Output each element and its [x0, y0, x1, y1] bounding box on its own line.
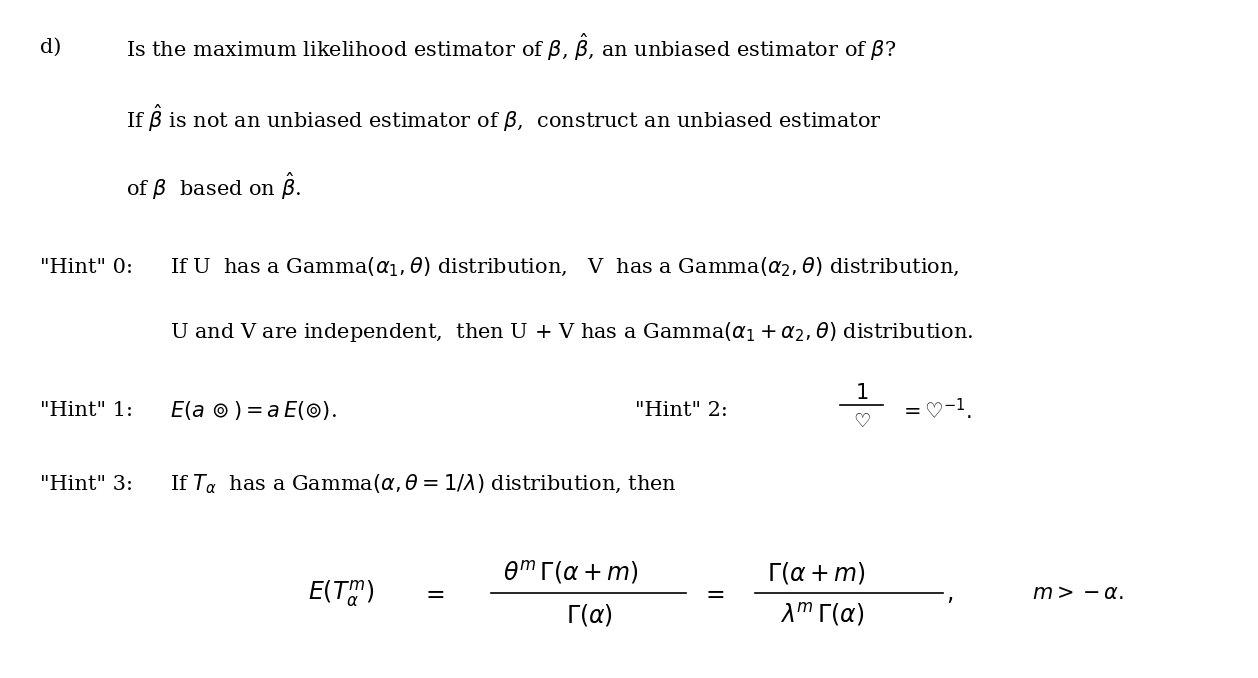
Text: $= \heartsuit^{-1}.$: $= \heartsuit^{-1}.$: [899, 397, 972, 423]
Text: d): d): [40, 38, 62, 57]
Text: "Hint" 3:: "Hint" 3:: [40, 475, 133, 494]
Text: $E(T_{\alpha}^{m})$: $E(T_{\alpha}^{m})$: [308, 578, 375, 609]
Text: U and V are independent,  then U + V has a Gamma$(\alpha_1 + \alpha_2, \theta)$ : U and V are independent, then U + V has …: [170, 320, 974, 344]
Text: "Hint" 0:: "Hint" 0:: [40, 258, 133, 277]
Text: If $\hat{\beta}$ is not an unbiased estimator of $\beta$,  construct an unbiased: If $\hat{\beta}$ is not an unbiased esti…: [126, 103, 882, 134]
Text: Is the maximum likelihood estimator of $\beta$, $\hat{\beta}$, an unbiased estim: Is the maximum likelihood estimator of $…: [126, 32, 896, 63]
Text: $E(a\,\circledcirc) = a\,E(\circledcirc)$.: $E(a\,\circledcirc) = a\,E(\circledcirc)…: [170, 399, 337, 422]
Text: $=$: $=$: [701, 582, 725, 605]
Text: $\Gamma(\alpha)$: $\Gamma(\alpha)$: [566, 602, 613, 628]
Text: $m > -\alpha.$: $m > -\alpha.$: [1032, 584, 1123, 603]
Text: $\theta^m \, \Gamma(\alpha+m)$: $\theta^m \, \Gamma(\alpha+m)$: [503, 559, 639, 586]
Text: "Hint" 2:: "Hint" 2:: [635, 401, 728, 420]
Text: If U  has a Gamma$(\alpha_1, \theta)$ distribution,   V  has a Gamma$(\alpha_2, : If U has a Gamma$(\alpha_1, \theta)$ dis…: [170, 256, 960, 279]
Text: $\heartsuit$: $\heartsuit$: [853, 413, 871, 431]
Text: $\lambda^m \, \Gamma(\alpha)$: $\lambda^m \, \Gamma(\alpha)$: [780, 601, 864, 629]
Text: $,$: $,$: [946, 582, 954, 605]
Text: of $\beta$  based on $\hat{\beta}$.: of $\beta$ based on $\hat{\beta}$.: [126, 171, 301, 202]
Text: If $T_{\alpha}$  has a Gamma$(\alpha, \theta = 1/\lambda)$ distribution, then: If $T_{\alpha}$ has a Gamma$(\alpha, \th…: [170, 473, 677, 496]
Text: $1$: $1$: [855, 383, 868, 403]
Text: "Hint" 1:: "Hint" 1:: [40, 401, 133, 420]
Text: $=$: $=$: [421, 582, 445, 605]
Text: $\Gamma(\alpha+m)$: $\Gamma(\alpha+m)$: [767, 560, 867, 586]
